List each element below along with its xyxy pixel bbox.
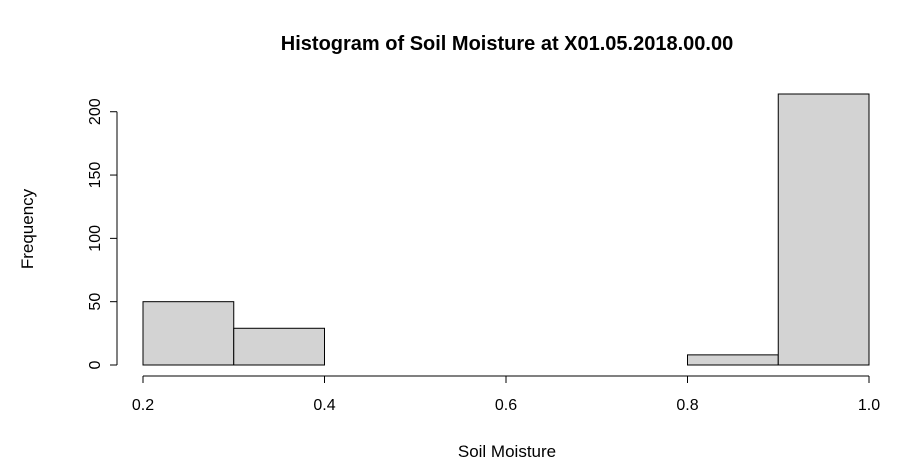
y-tick-label: 100 (87, 225, 104, 252)
histogram-bar (233, 327, 325, 366)
y-tick-label: 150 (87, 162, 104, 189)
bars-group (142, 93, 870, 366)
y-axis-label: Frequency (18, 188, 37, 269)
y-tick-label: 50 (87, 293, 104, 311)
y-axis: 0 50 100 150 200 (87, 98, 118, 369)
histogram-bar (777, 93, 870, 366)
chart-title: Histogram of Soil Moisture at X01.05.201… (281, 33, 733, 55)
x-tick-label: 0.2 (132, 397, 154, 414)
x-axis: 0.2 0.4 0.6 0.8 1.0 (132, 375, 880, 414)
x-tick-label: 0.8 (676, 397, 698, 414)
x-axis-label: Soil Moisture (458, 442, 556, 461)
x-tick-label: 0.4 (313, 397, 335, 414)
y-tick-label: 200 (87, 98, 104, 125)
histogram-bar (687, 354, 779, 366)
y-tick-label: 0 (87, 360, 104, 369)
histogram-bar (142, 301, 235, 366)
x-tick-label: 0.6 (495, 397, 517, 414)
x-tick-label: 1.0 (858, 397, 880, 414)
